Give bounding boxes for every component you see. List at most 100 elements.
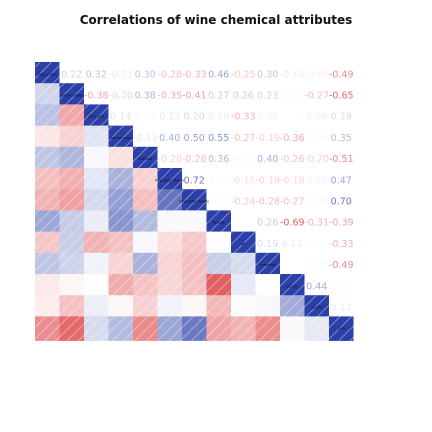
heatmap-cells — [35, 62, 354, 341]
cell-hatch — [84, 295, 109, 320]
cell-hatch — [108, 295, 133, 320]
cell-hatch — [35, 252, 60, 278]
correlation-value: -0.27 — [280, 196, 305, 207]
cell-hatch — [133, 316, 158, 341]
correlation-value: 0.70 — [331, 196, 352, 207]
cell-hatch — [108, 189, 133, 214]
correlation-value: -0.04 — [280, 90, 305, 101]
correlation-value: 0.03 — [208, 175, 229, 186]
cell-hatch — [35, 295, 60, 320]
cell-hatch — [157, 252, 182, 278]
cell-hatch — [59, 316, 84, 341]
cell-hatch — [206, 231, 231, 257]
cell-hatch — [108, 168, 133, 193]
correlation-value: 0.40 — [257, 154, 278, 165]
correlation-value: 0.47 — [331, 175, 352, 186]
correlation-value: -0.49 — [329, 260, 354, 271]
cell-hatch — [329, 316, 354, 341]
variable-label: volatile acidity — [60, 93, 83, 97]
cell-hatch — [59, 125, 84, 151]
cell-hatch — [108, 231, 133, 257]
cell-hatch — [255, 295, 280, 320]
cell-hatch — [280, 316, 305, 341]
correlation-value: 0.23 — [257, 90, 278, 101]
cell-hatch — [255, 274, 280, 299]
cell-hatch — [35, 125, 60, 151]
correlation-value: -0.28 — [255, 196, 280, 207]
correlation-value: 0.55 — [208, 133, 229, 144]
variable-label: residual sugar — [109, 136, 132, 140]
cell-hatch — [231, 295, 256, 320]
cell-hatch — [133, 189, 158, 214]
cell-hatch — [157, 274, 182, 299]
cell-hatch — [133, 146, 158, 172]
correlation-value: 0.09 — [306, 112, 327, 123]
cell-hatch — [182, 316, 207, 341]
cell-hatch — [108, 125, 133, 151]
correlation-value: 0.72 — [184, 175, 205, 186]
correlation-value: -0.20 — [157, 154, 182, 165]
correlation-value: -0.11 — [108, 69, 133, 80]
cell-hatch — [206, 316, 231, 341]
correlation-value: -0.28 — [182, 154, 207, 165]
cell-hatch — [133, 210, 158, 235]
cell-hatch — [133, 295, 158, 320]
correlation-value: -0.26 — [280, 154, 305, 165]
correlation-value: -0.27 — [231, 133, 256, 144]
cell-hatch — [84, 210, 109, 235]
cell-hatch — [84, 189, 109, 214]
correlation-value: -0.51 — [329, 154, 354, 165]
correlation-value: 0.26 — [233, 90, 254, 101]
cell-hatch — [59, 168, 84, 193]
cell-hatch — [133, 231, 158, 257]
correlation-value: 0.46 — [208, 69, 229, 80]
correlation-value: -0.33 — [231, 112, 256, 123]
variable-label: fixed acidity — [38, 72, 58, 76]
correlation-value: 0.36 — [208, 154, 229, 165]
cell-hatch — [133, 252, 158, 278]
cell-hatch — [133, 274, 158, 299]
correlation-value: 0.04 — [233, 154, 254, 165]
cell-hatch — [59, 295, 84, 320]
cell-hatch — [84, 146, 109, 172]
cell-hatch — [35, 210, 60, 235]
correlation-value: -0.69 — [280, 218, 305, 229]
correlation-value: 0.12 — [331, 302, 352, 313]
variable-label: quality — [311, 305, 322, 309]
correlation-value: -0.35 — [157, 90, 182, 101]
cell-hatch — [255, 252, 280, 278]
cell-hatch — [59, 146, 84, 172]
cell-hatch — [182, 231, 207, 257]
correlation-value: 0.32 — [86, 69, 107, 80]
cell-hatch — [280, 274, 305, 299]
correlation-value: -0.15 — [231, 175, 256, 186]
cell-hatch — [108, 210, 133, 235]
cell-hatch — [59, 210, 84, 235]
cell-hatch — [108, 252, 133, 278]
correlation-value: -0.19 — [255, 175, 280, 186]
correlation-value: -0.25 — [231, 69, 256, 80]
cell-hatch — [35, 146, 60, 172]
correlation-value: 0.19 — [257, 239, 278, 250]
correlation-value: 0.35 — [331, 133, 352, 144]
cell-hatch — [35, 231, 60, 257]
cell-hatch — [59, 252, 84, 278]
cell-hatch — [182, 295, 207, 320]
cell-hatch — [59, 231, 84, 257]
correlation-value: 0.27 — [208, 90, 229, 101]
correlation-value: -0.38 — [84, 90, 109, 101]
variable-label: alcohol — [287, 284, 299, 288]
cell-hatch — [133, 168, 158, 193]
cell-hatch — [108, 316, 133, 341]
cell-hatch — [182, 274, 207, 299]
cell-hatch — [59, 83, 84, 108]
correlation-value: 0.01 — [233, 218, 254, 229]
cell-hatch — [157, 189, 182, 214]
cell-hatch — [182, 252, 207, 278]
variable-label: pH — [241, 242, 246, 246]
variable-label: density — [213, 221, 225, 225]
cell-hatch — [157, 231, 182, 257]
correlation-value: -0.36 — [280, 133, 305, 144]
correlation-value: -0.27 — [304, 90, 329, 101]
cell-hatch — [84, 274, 109, 299]
